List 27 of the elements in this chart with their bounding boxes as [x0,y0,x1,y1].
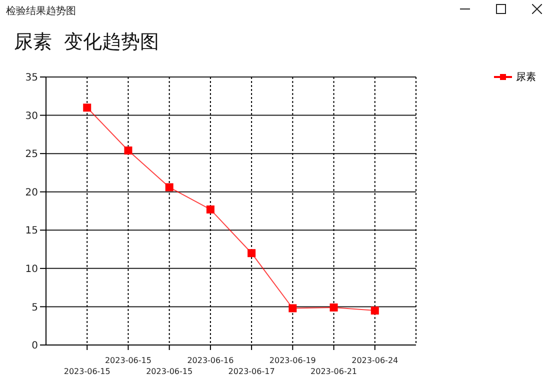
y-tick-label: 0 [32,340,38,352]
point [165,183,174,192]
point [288,304,297,312]
point [370,306,379,315]
x-tick-label: 2023-06-21 [310,367,358,376]
point [330,303,338,312]
point [206,205,214,214]
y-tick-label: 15 [25,226,38,237]
y-tick-label: 30 [25,110,38,122]
y-tick-label: 25 [25,149,38,160]
y-tick-label: 5 [32,302,38,314]
y-tick-label: 10 [25,264,38,275]
x-tick-label: 2023-06-15 [104,356,152,365]
x-tick-label: 2023-06-19 [269,356,316,365]
legend-label: 尿素 [516,70,536,84]
y-tick-label: 20 [25,187,38,198]
x-tick-label: 2023-06-16 [187,356,234,365]
point [83,104,92,112]
text: 检验结果趋势图 [6,4,76,18]
point [124,146,132,155]
x-tick-label: 2023-06-15 [146,367,193,376]
chart-title: 尿素 变化趋势图 [14,30,160,55]
point [248,249,256,258]
x-tick-label: 2023-06-15 [64,367,110,376]
x-tick-label: 2023-06-24 [352,356,398,365]
y-tick-label: 35 [25,72,38,84]
x-tick-label: 2023-06-17 [228,367,275,376]
